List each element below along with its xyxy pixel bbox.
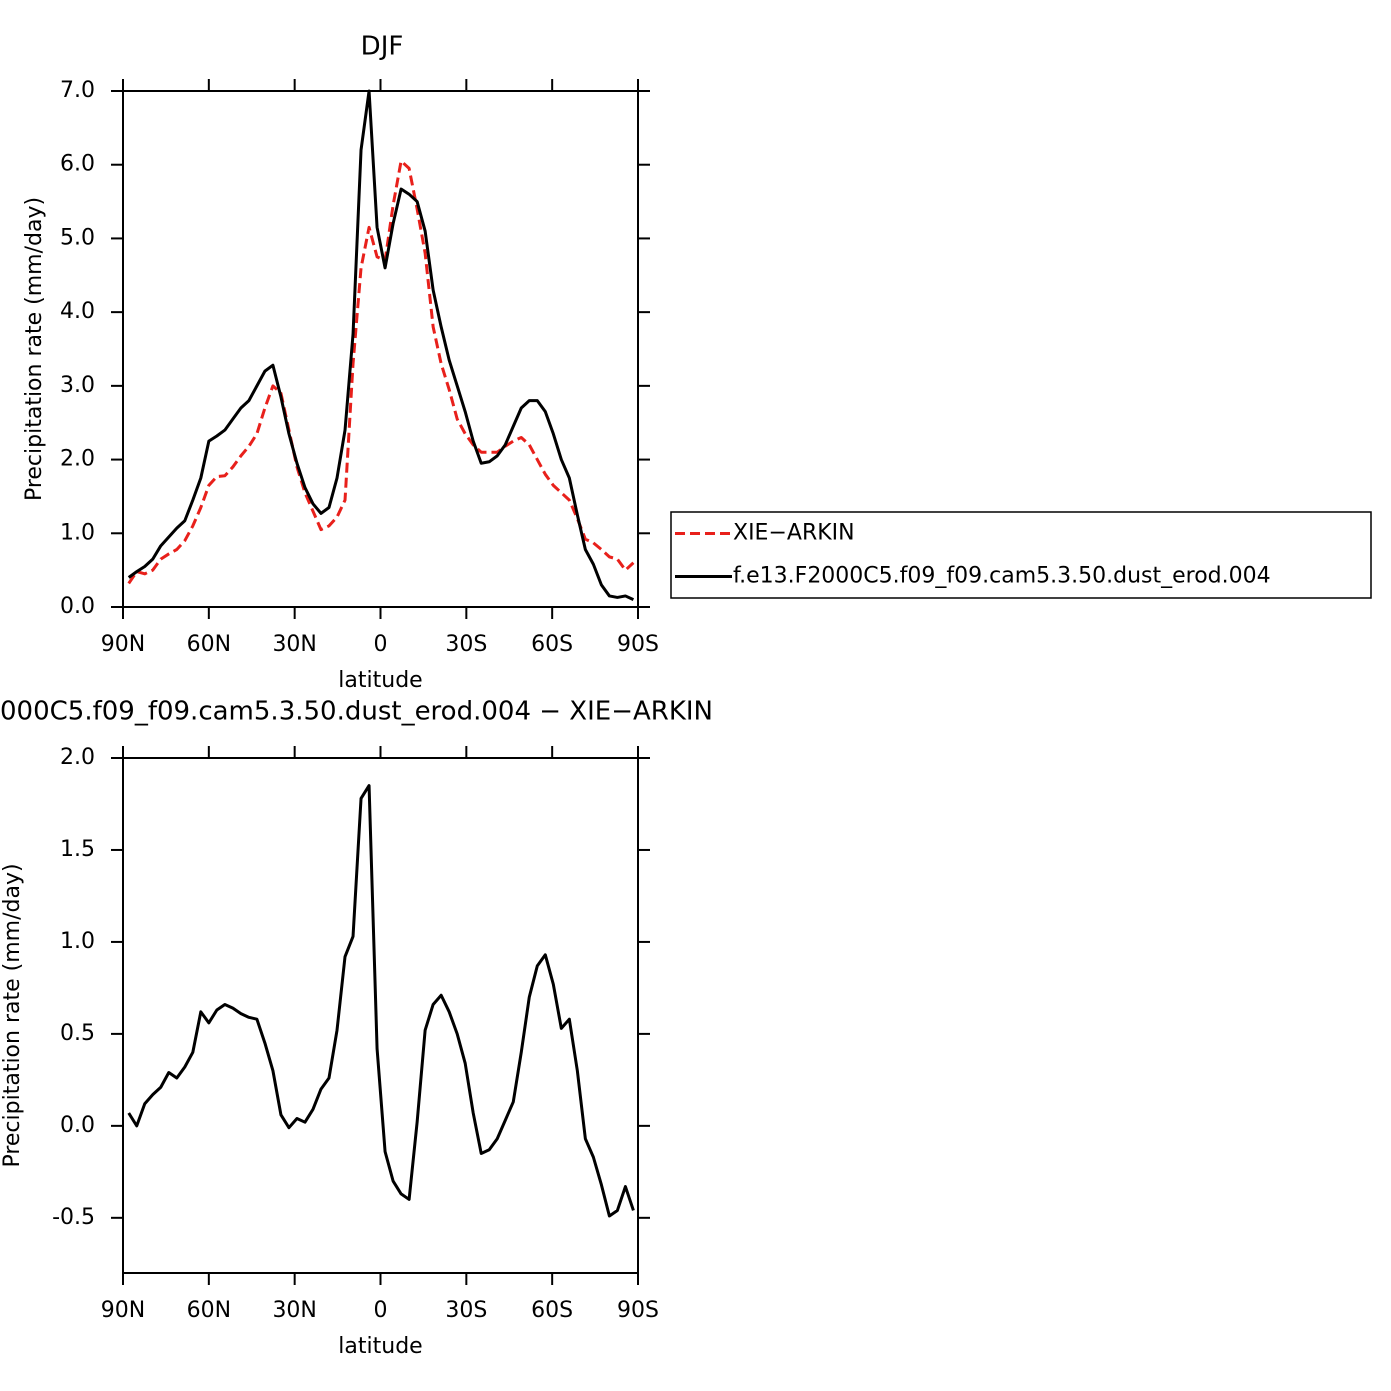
plot-frame bbox=[122, 90, 639, 608]
legend-label: f.e13.F2000C5.f09_f09.cam5.3.50.dust_ero… bbox=[733, 564, 1271, 589]
y-tick-label: -0.5 bbox=[52, 1205, 95, 1230]
x-tick-label: 30N bbox=[272, 1298, 316, 1323]
x-tick-label: 60S bbox=[531, 1298, 573, 1323]
y-tick-label: 7.0 bbox=[60, 78, 95, 103]
chart-title: DJF bbox=[361, 32, 404, 62]
x-tick-label: 30N bbox=[272, 632, 316, 657]
x-tick-label: 30S bbox=[445, 632, 487, 657]
series-line bbox=[127, 89, 635, 601]
x-tick-label: 0 bbox=[374, 632, 388, 657]
y-tick-label: 6.0 bbox=[60, 152, 95, 177]
x-tick-label: 60N bbox=[187, 632, 231, 657]
x-tick-label: 90S bbox=[617, 632, 659, 657]
series-line bbox=[127, 784, 635, 1218]
y-tick-label: 3.0 bbox=[60, 373, 95, 398]
y-tick-label: 1.0 bbox=[60, 520, 95, 545]
x-tick-label: 30S bbox=[445, 1298, 487, 1323]
x-axis-label: latitude bbox=[338, 668, 422, 693]
y-tick-label: 2.0 bbox=[60, 447, 95, 472]
y-axis-label: Precipitation rate (mm/day) bbox=[22, 197, 47, 501]
y-tick-label: 4.0 bbox=[60, 299, 95, 324]
legend-label: XIE−ARKIN bbox=[733, 521, 855, 546]
y-axis-label: Precipitation rate (mm/day) bbox=[0, 863, 25, 1167]
x-tick-label: 90S bbox=[617, 1298, 659, 1323]
plot-frame bbox=[122, 757, 639, 1274]
x-tick-label: 0 bbox=[374, 1298, 388, 1323]
y-tick-label: 2.0 bbox=[60, 745, 95, 770]
y-tick-label: 0.0 bbox=[60, 594, 95, 619]
legend-box bbox=[670, 511, 1372, 599]
y-tick-label: 1.5 bbox=[60, 837, 95, 862]
y-tick-label: 0.5 bbox=[60, 1021, 95, 1046]
x-tick-label: 60S bbox=[531, 632, 573, 657]
x-tick-label: 90N bbox=[101, 632, 145, 657]
x-tick-label: 90N bbox=[101, 1298, 145, 1323]
y-tick-label: 0.0 bbox=[60, 1113, 95, 1138]
chart-title: 000C5.f09_f09.cam5.3.50.dust_erod.004 − … bbox=[0, 697, 713, 727]
series-line bbox=[127, 159, 635, 585]
x-tick-label: 60N bbox=[187, 1298, 231, 1323]
legend: XIE−ARKIN f.e13.F2000C5.f09_f09.cam5.3.50… bbox=[670, 511, 1372, 599]
y-tick-label: 5.0 bbox=[60, 225, 95, 250]
x-axis-label: latitude bbox=[338, 1334, 422, 1359]
y-tick-label: 1.0 bbox=[60, 929, 95, 954]
